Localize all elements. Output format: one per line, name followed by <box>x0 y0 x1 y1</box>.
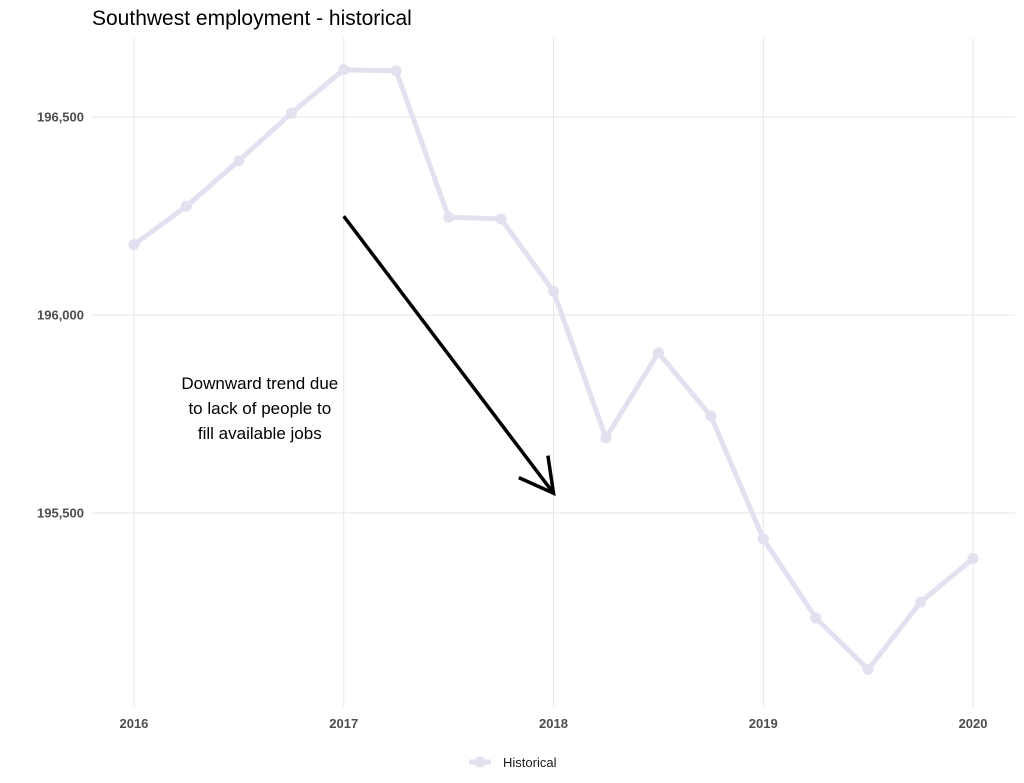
data-point <box>548 285 559 297</box>
y-tick-label: 196,000 <box>37 308 84 323</box>
data-point <box>757 533 769 545</box>
annotation-arrowhead <box>518 455 556 497</box>
legend-label-historical: Historical <box>503 755 557 770</box>
series-historical <box>128 64 979 675</box>
data-point <box>390 65 402 77</box>
annotation-text-line: to lack of people to <box>188 399 331 418</box>
x-tick-label: 2019 <box>749 716 778 731</box>
data-point <box>338 64 350 76</box>
data-point <box>233 155 245 167</box>
data-point <box>915 596 927 608</box>
x-tick-label: 2018 <box>539 716 568 731</box>
data-point <box>862 663 874 675</box>
annotation-text-line: Downward trend due <box>181 374 338 393</box>
data-point <box>180 200 192 212</box>
y-axis-ticks: 195,500 196,000 196,500 <box>37 110 84 521</box>
data-point <box>285 107 297 119</box>
legend-point-swatch <box>474 756 486 768</box>
data-point <box>810 612 822 624</box>
annotation-arrow <box>342 215 555 495</box>
annotation: Downward trend due to lack of people to fi… <box>181 215 556 497</box>
y-tick-label: 196,500 <box>37 110 84 125</box>
data-point <box>495 213 507 225</box>
x-axis-ticks: 2016 2017 2018 2019 2020 <box>119 716 987 731</box>
grid-lines <box>92 38 1015 707</box>
chart-title: Southwest employment - historical <box>92 7 412 30</box>
data-point <box>600 432 612 444</box>
annotation-text-line: fill available jobs <box>198 424 322 443</box>
data-point <box>705 410 717 422</box>
data-point <box>443 211 455 223</box>
y-tick-label: 195,500 <box>37 506 84 521</box>
data-point <box>967 553 979 565</box>
x-tick-label: 2020 <box>959 716 988 731</box>
data-point <box>652 347 664 359</box>
data-point <box>128 239 140 251</box>
x-tick-label: 2017 <box>329 716 358 731</box>
x-tick-label: 2016 <box>119 716 148 731</box>
legend: Historical <box>469 755 557 770</box>
